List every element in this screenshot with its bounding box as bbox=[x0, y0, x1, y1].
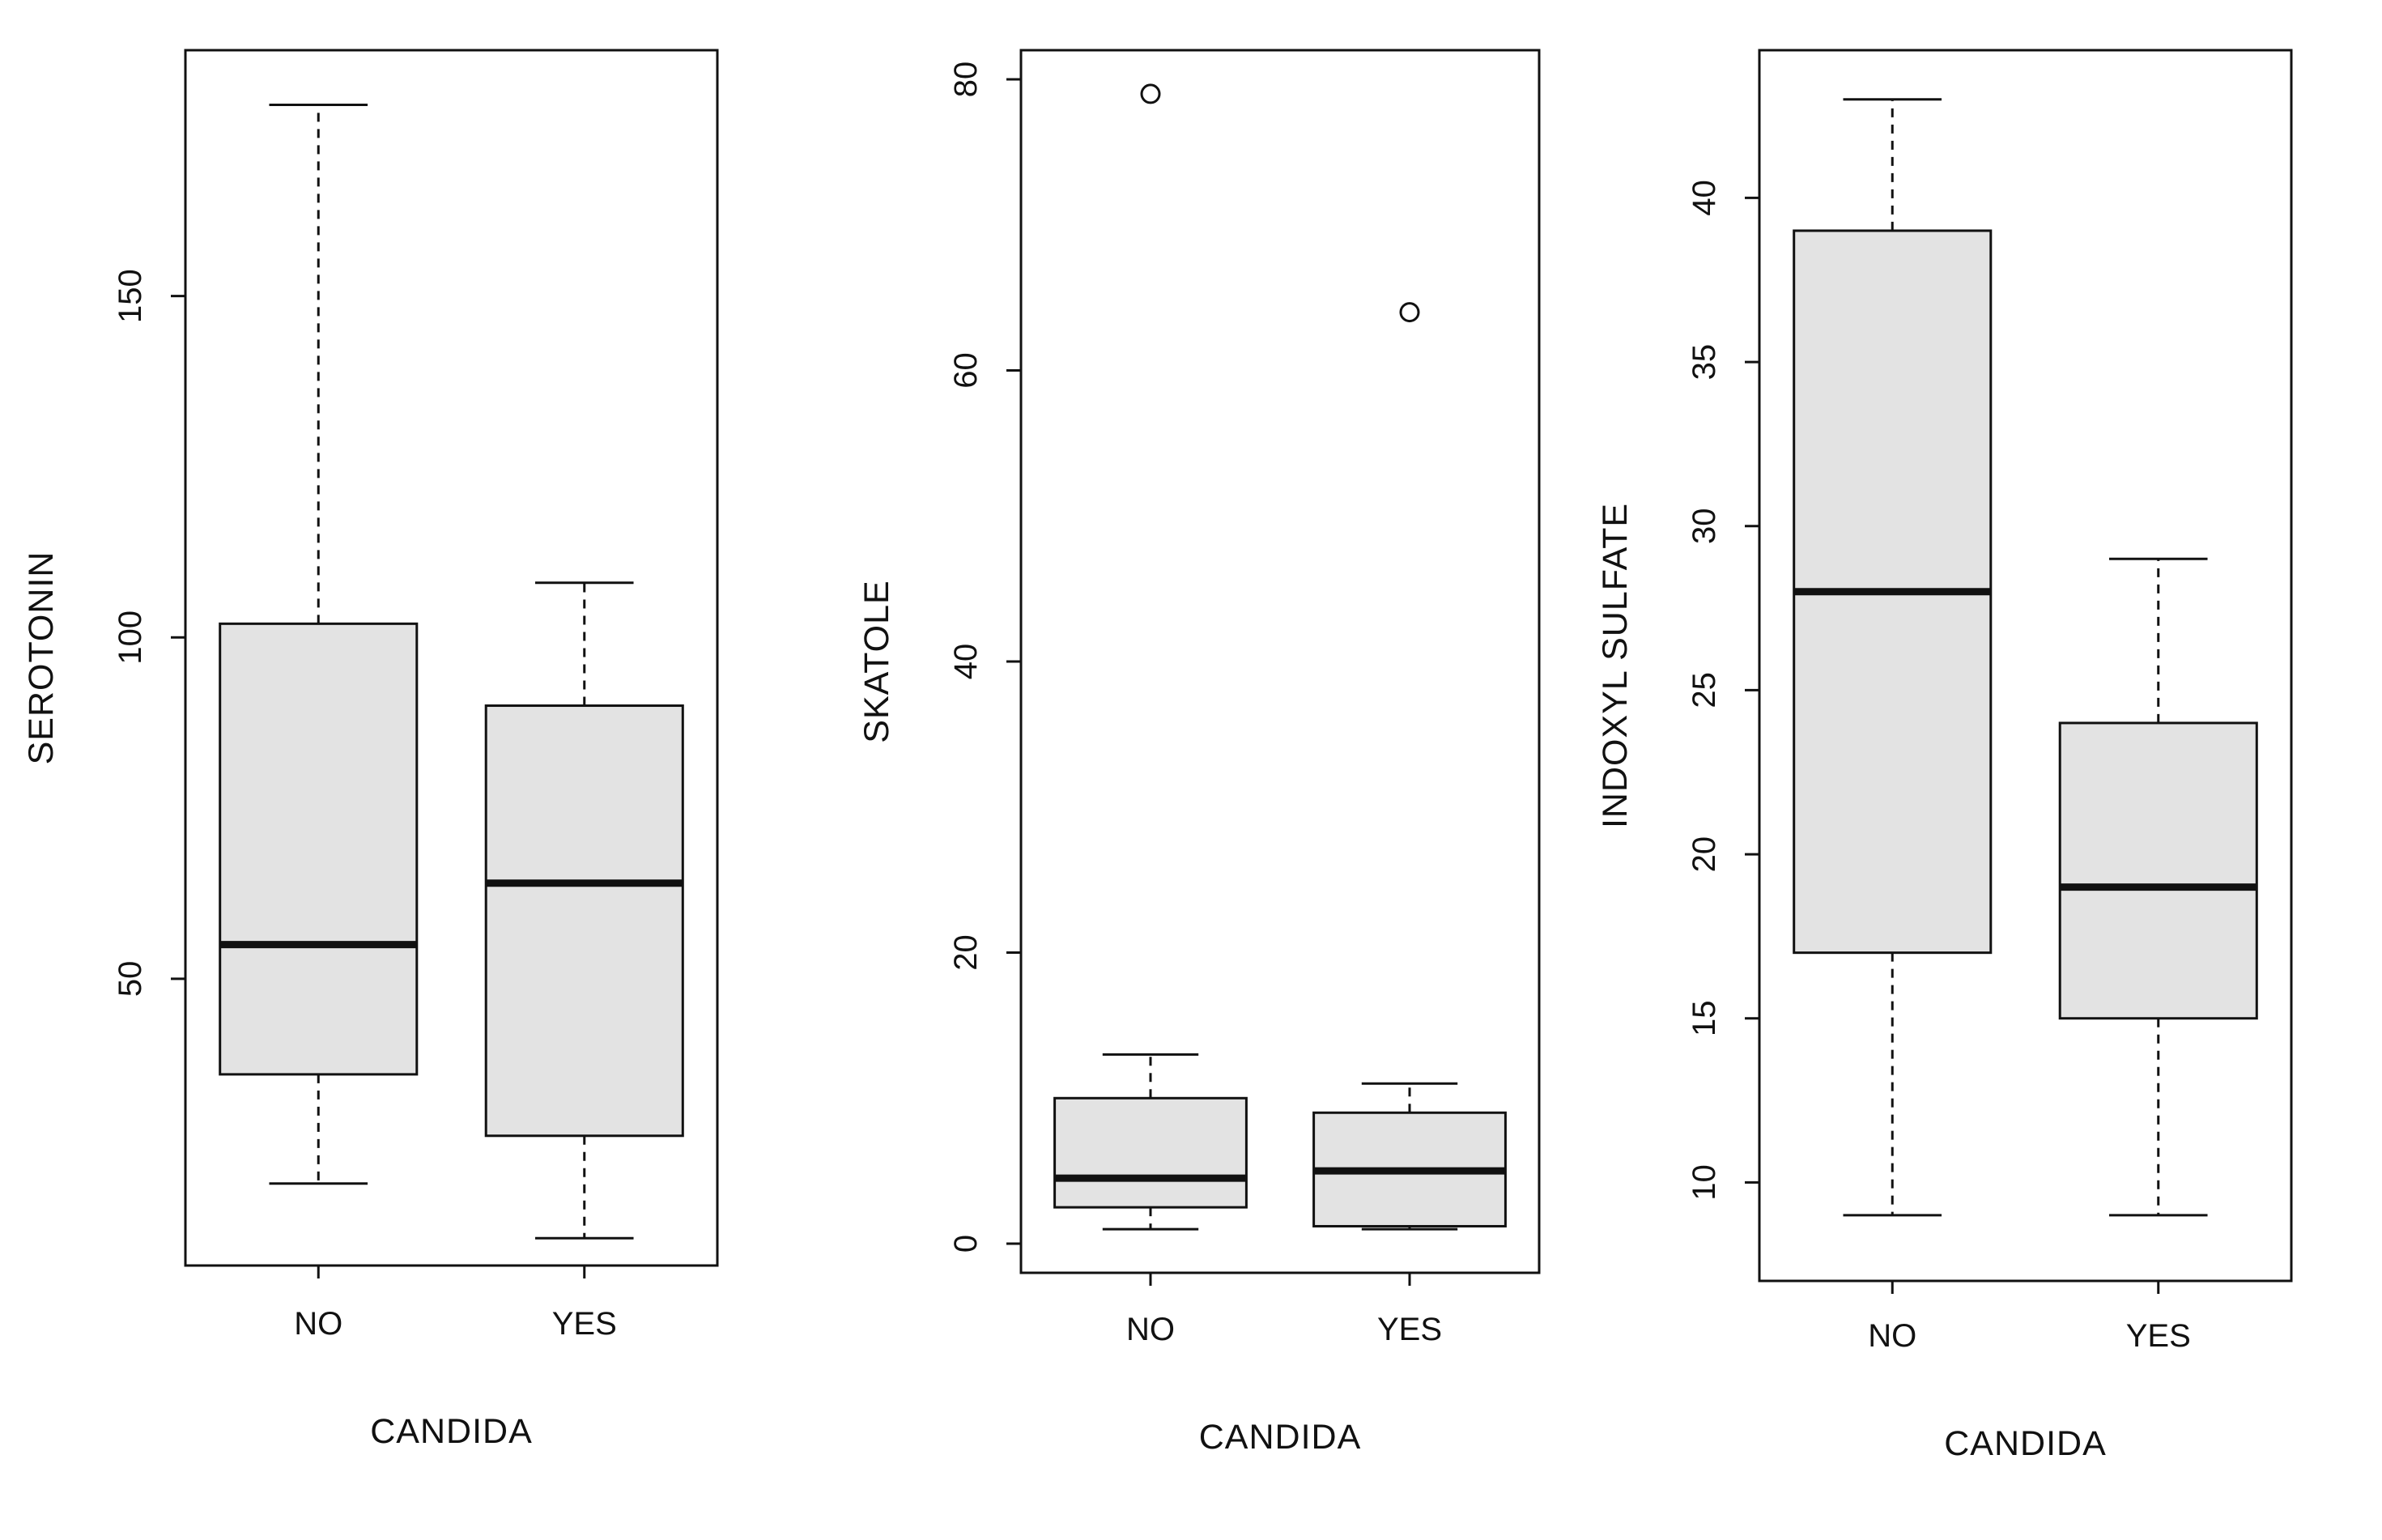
iqr-box bbox=[484, 704, 684, 1138]
x-category-label: NO bbox=[294, 1306, 342, 1342]
indoxyl-sulfate-panel: 10 15 20 25 30 35 40 INDOXYL SULFATE NO YES CANDID… bbox=[1587, 0, 2380, 1540]
skatole-boxplot-svg: 0 20 40 60 80 SKATOLE NO YES CANDIDA bbox=[857, 49, 1541, 1457]
iqr-box bbox=[1053, 1096, 1248, 1209]
y-tick-label: 40 bbox=[1687, 180, 1722, 216]
x-category-label: NO bbox=[1868, 1318, 1916, 1354]
plot-border bbox=[184, 49, 719, 1267]
y-tick-label: 25 bbox=[1687, 672, 1722, 708]
y-tick-label: 35 bbox=[1687, 344, 1722, 381]
skatole-panel: 0 20 40 60 80 SKATOLE NO YES CANDIDA bbox=[793, 0, 1587, 1540]
y-tick-label: 30 bbox=[1687, 508, 1722, 544]
plot-border bbox=[1758, 49, 2293, 1283]
y-tick-label: 10 bbox=[1687, 1164, 1722, 1201]
y-tick-label: 15 bbox=[1687, 1000, 1722, 1036]
x-category-label: YES bbox=[552, 1306, 617, 1342]
y-tick-label: 50 bbox=[113, 961, 148, 998]
y-tick-label: 150 bbox=[113, 269, 148, 323]
y-axis-label: SKATOLE bbox=[857, 580, 896, 742]
indoxyl-sulfate-boxplot-svg: 10 15 20 25 30 35 40 INDOXYL SULFATE NO YES CANDID… bbox=[1596, 49, 2293, 1463]
x-axis-label: CANDIDA bbox=[370, 1412, 533, 1451]
x-category-label: YES bbox=[2126, 1318, 2191, 1354]
y-tick-label: 80 bbox=[948, 62, 984, 98]
y-tick-label: 20 bbox=[1687, 836, 1722, 873]
y-tick-label: 20 bbox=[948, 934, 984, 971]
iqr-box bbox=[219, 622, 419, 1076]
x-category-label: YES bbox=[1377, 1312, 1442, 1347]
outlier-point bbox=[1140, 83, 1161, 104]
x-axis-label: CANDIDA bbox=[1944, 1424, 2107, 1463]
y-tick-label: 60 bbox=[948, 352, 984, 389]
y-tick-label: 100 bbox=[113, 610, 148, 665]
y-tick-label: 0 bbox=[948, 1235, 984, 1253]
plot-border bbox=[1019, 49, 1541, 1274]
y-tick-label: 40 bbox=[948, 644, 984, 680]
iqr-box bbox=[2058, 721, 2258, 1020]
x-category-label: NO bbox=[1126, 1312, 1175, 1347]
y-axis-label: SEROTONIN bbox=[22, 551, 61, 765]
x-axis-label: CANDIDA bbox=[1199, 1418, 1362, 1457]
serotonin-boxplot-svg: 50 100 150 SEROTONIN NO YES CANDIDA bbox=[22, 49, 719, 1451]
y-axis-label: INDOXYL SULFATE bbox=[1596, 503, 1635, 828]
outlier-point bbox=[1399, 302, 1420, 323]
serotonin-panel: 50 100 150 SEROTONIN NO YES CANDIDA bbox=[0, 0, 793, 1540]
